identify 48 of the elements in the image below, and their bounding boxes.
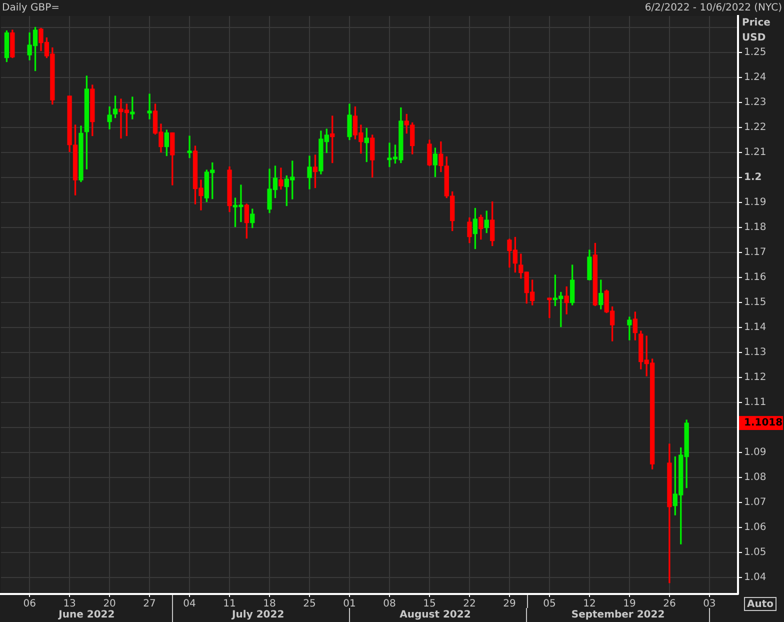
y-tick-label: 1.07 — [744, 497, 766, 508]
x-tick-label: 22 — [463, 598, 476, 610]
y-tick-label: 1.09 — [744, 447, 766, 458]
y-axis-title: Price USD — [742, 18, 771, 44]
y-tick-label: 1.12 — [744, 372, 766, 384]
x-tick-label: 01 — [343, 598, 356, 610]
y-tick-label: 1.18 — [744, 222, 766, 234]
y-tick-label: 1.21 — [744, 147, 766, 158]
x-tick-label: 15 — [423, 598, 436, 610]
y-tick-label: 1.11 — [744, 397, 766, 408]
y-tick-label: 1.04 — [744, 572, 766, 584]
x-tick-label: 12 — [583, 598, 596, 610]
x-tick-label: 25 — [303, 598, 316, 610]
text: Auto — [747, 599, 774, 610]
x-tick-label: 06 — [23, 598, 36, 610]
y-tick-label: 1.06 — [744, 522, 766, 534]
x-tick-label: 26 — [663, 598, 676, 610]
y-tick-label: 1.2 — [744, 172, 762, 184]
x-tick-label: 08 — [383, 598, 396, 610]
y-tick-label: 1.19 — [744, 197, 766, 208]
x-tick-label: 29 — [503, 598, 516, 610]
x-tick-label: 05 — [543, 598, 556, 610]
y-tick-label: 1.25 — [744, 47, 766, 58]
x2-tick-label: September 2022 — [571, 610, 665, 621]
x2-tick-label: July 2022 — [231, 610, 284, 621]
y-tick-label: 1.23 — [744, 97, 766, 108]
chart-subtitle: 6/2/2022 - 10/6/2022 (NYC) — [644, 2, 782, 14]
y-tick-label: 1.1018 — [744, 418, 783, 429]
x-tick-label: 18 — [263, 598, 276, 610]
y-tick-label: 1.14 — [744, 322, 766, 334]
y-tick-label: 1.22 — [744, 122, 766, 134]
x2-tick-label: August 2022 — [400, 610, 471, 621]
x-tick-label: 11 — [223, 598, 236, 610]
x-tick-label: 04 — [183, 598, 196, 610]
x2-tick-label: June 2022 — [58, 610, 115, 621]
x-tick-label: 27 — [143, 598, 156, 610]
y-tick-label: 1.17 — [744, 247, 766, 258]
y-tick-label: 1.24 — [744, 72, 766, 84]
y-tick-label: 1.08 — [744, 472, 766, 484]
y-tick-label: 1.15 — [744, 297, 766, 308]
x-tick-label: 19 — [623, 598, 636, 610]
y-tick-label: 1.05 — [744, 547, 766, 558]
y-tick-label: 1.16 — [744, 272, 766, 284]
x-tick-label: 20 — [103, 598, 116, 610]
y-tick-label: 1.13 — [744, 347, 766, 358]
chart-title: Daily GBP= — [2, 2, 60, 14]
x-tick-label: 03 — [703, 598, 716, 610]
x-tick-label: 13 — [63, 598, 76, 610]
